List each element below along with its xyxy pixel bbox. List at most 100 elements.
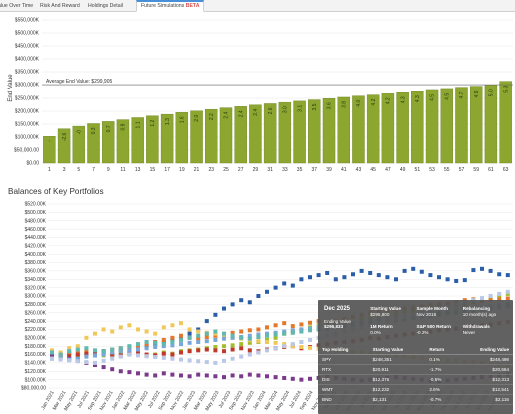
data-point[interactable]: [290, 283, 295, 288]
data-point[interactable]: [110, 329, 115, 334]
data-point[interactable]: [50, 352, 54, 357]
data-point[interactable]: [67, 358, 72, 363]
data-point[interactable]: [75, 352, 80, 357]
bar[interactable]: [146, 115, 159, 164]
data-point[interactable]: [93, 350, 97, 355]
data-point[interactable]: [256, 334, 261, 339]
data-point[interactable]: [196, 348, 201, 353]
tab-value-over-time[interactable]: alue Over Time: [0, 3, 34, 9]
data-point[interactable]: [144, 372, 149, 377]
data-point[interactable]: [239, 329, 244, 334]
data-point[interactable]: [84, 335, 89, 340]
data-point[interactable]: [75, 359, 80, 364]
data-point[interactable]: [230, 347, 235, 352]
data-point[interactable]: [247, 333, 252, 338]
data-point[interactable]: [161, 342, 166, 347]
data-point[interactable]: [93, 363, 97, 367]
data-point[interactable]: [247, 340, 252, 345]
data-point[interactable]: [239, 346, 244, 351]
data-point[interactable]: [308, 337, 312, 342]
data-point[interactable]: [239, 374, 244, 379]
data-point[interactable]: [282, 281, 287, 286]
data-point[interactable]: [101, 365, 106, 370]
data-point[interactable]: [196, 336, 201, 341]
data-point[interactable]: [213, 374, 218, 379]
data-point[interactable]: [196, 329, 201, 334]
data-point[interactable]: [204, 339, 209, 344]
data-point[interactable]: [265, 331, 269, 336]
data-point[interactable]: [58, 357, 63, 362]
bar[interactable]: [396, 92, 409, 164]
data-point[interactable]: [299, 340, 304, 344]
data-point[interactable]: [204, 331, 209, 336]
data-point[interactable]: [101, 349, 106, 354]
data-point[interactable]: [299, 345, 304, 350]
data-point[interactable]: [179, 335, 183, 340]
data-point[interactable]: [256, 327, 261, 332]
data-point[interactable]: [222, 358, 226, 363]
bar[interactable]: [72, 125, 86, 164]
data-point[interactable]: [127, 344, 132, 349]
bar[interactable]: [175, 112, 189, 164]
data-point[interactable]: [213, 348, 218, 353]
data-point[interactable]: [213, 360, 218, 365]
data-point[interactable]: [136, 371, 140, 376]
data-point[interactable]: [170, 323, 175, 328]
data-point[interactable]: [127, 370, 132, 375]
bar[interactable]: [278, 101, 292, 164]
data-point[interactable]: [282, 321, 287, 326]
data-point[interactable]: [247, 328, 252, 333]
data-point[interactable]: [273, 323, 278, 328]
data-point[interactable]: [333, 277, 338, 282]
data-point[interactable]: [187, 340, 192, 345]
data-point[interactable]: [170, 335, 175, 340]
bar[interactable]: [234, 106, 247, 164]
data-point[interactable]: [256, 350, 261, 355]
data-point[interactable]: [265, 325, 269, 330]
data-point[interactable]: [50, 350, 54, 355]
data-point[interactable]: [144, 346, 149, 351]
data-point[interactable]: [161, 344, 166, 349]
data-point[interactable]: [230, 302, 235, 307]
data-point[interactable]: [127, 348, 132, 353]
data-point[interactable]: [161, 325, 166, 330]
data-point[interactable]: [204, 319, 209, 324]
data-point[interactable]: [84, 360, 89, 365]
data-point[interactable]: [110, 352, 115, 357]
data-point[interactable]: [213, 345, 218, 350]
data-point[interactable]: [58, 350, 63, 355]
bar[interactable]: [263, 103, 277, 164]
data-point[interactable]: [136, 350, 140, 355]
data-point[interactable]: [239, 354, 244, 359]
data-point[interactable]: [230, 335, 235, 340]
data-point[interactable]: [84, 354, 89, 359]
bar[interactable]: [469, 86, 483, 164]
data-point[interactable]: [299, 327, 304, 332]
data-point[interactable]: [179, 333, 183, 338]
data-point[interactable]: [58, 352, 63, 357]
bar[interactable]: [116, 119, 130, 164]
data-point[interactable]: [161, 355, 166, 360]
bar[interactable]: [322, 98, 336, 164]
data-point[interactable]: [127, 323, 132, 328]
data-point[interactable]: [222, 344, 226, 349]
data-point[interactable]: [299, 277, 304, 282]
data-point[interactable]: [419, 269, 424, 274]
bar[interactable]: [43, 136, 56, 164]
bar[interactable]: [87, 123, 100, 164]
data-point[interactable]: [454, 278, 459, 283]
data-point[interactable]: [488, 268, 493, 273]
data-point[interactable]: [84, 348, 89, 353]
data-point[interactable]: [222, 333, 226, 338]
data-point[interactable]: [428, 273, 433, 278]
data-point[interactable]: [282, 344, 287, 349]
data-point[interactable]: [110, 367, 115, 372]
data-point[interactable]: [230, 330, 235, 335]
data-point[interactable]: [110, 356, 115, 361]
data-point[interactable]: [222, 331, 226, 336]
data-point[interactable]: [213, 337, 218, 342]
data-point[interactable]: [247, 300, 252, 305]
data-point[interactable]: [239, 342, 244, 347]
data-point[interactable]: [282, 375, 287, 380]
data-point[interactable]: [308, 275, 312, 280]
